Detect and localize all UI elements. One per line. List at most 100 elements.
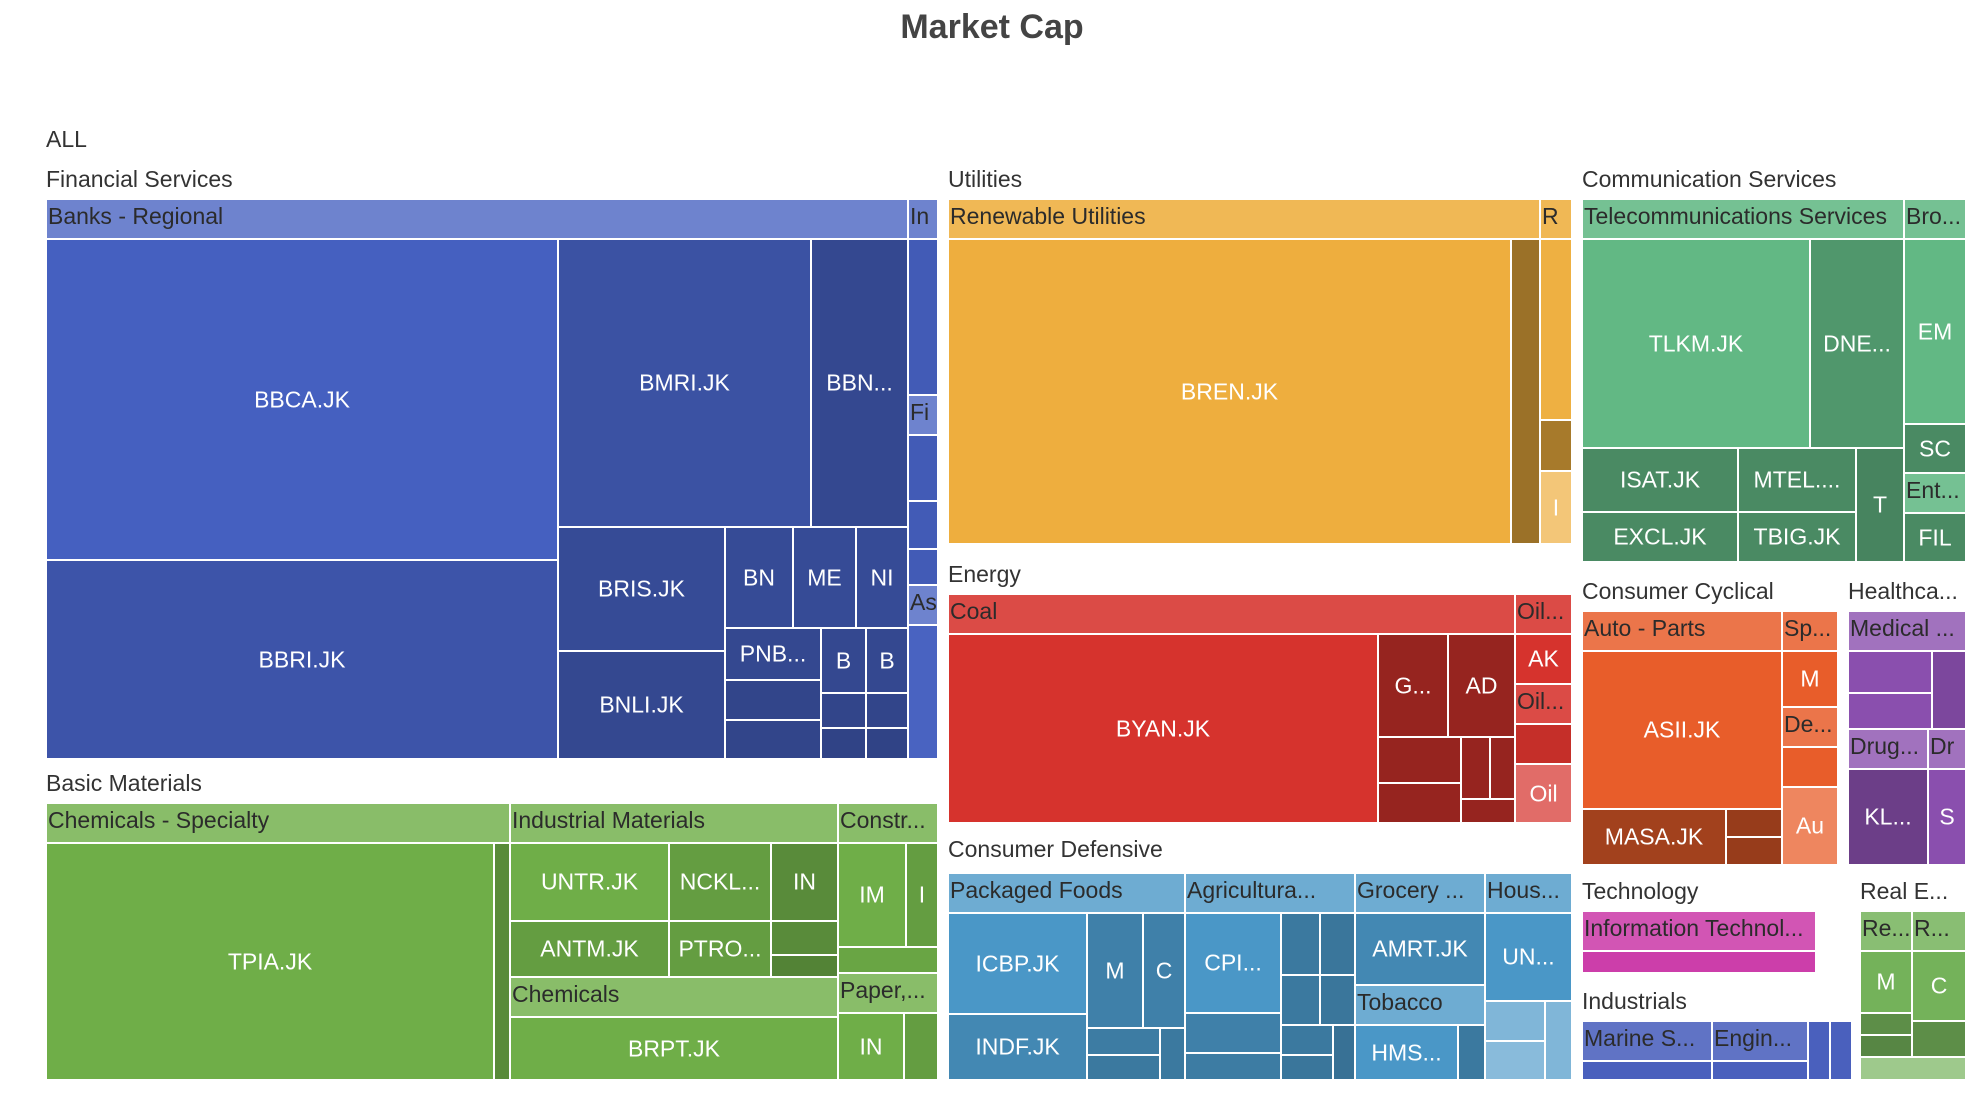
treemap-tile[interactable]: NI	[856, 527, 908, 628]
treemap-tile[interactable]: AK	[1515, 634, 1572, 684]
treemap-tile[interactable]	[1782, 747, 1838, 787]
industry-header[interactable]: Re...	[1860, 911, 1912, 951]
treemap-tile[interactable]	[1087, 1055, 1160, 1080]
treemap-tile[interactable]	[866, 728, 908, 759]
treemap-tile[interactable]	[1848, 693, 1932, 729]
industry-header[interactable]: Tobacco	[1355, 985, 1485, 1025]
treemap-tile[interactable]: IN	[838, 1013, 904, 1080]
treemap-tile[interactable]: I	[906, 843, 938, 947]
treemap-tile[interactable]: B	[821, 628, 866, 693]
treemap-tile[interactable]	[1281, 913, 1320, 975]
treemap-tile[interactable]: G...	[1378, 634, 1448, 737]
treemap-tile[interactable]	[1726, 809, 1782, 837]
treemap-tile[interactable]: EXCL.JK	[1582, 512, 1738, 562]
industry-header[interactable]: Coal	[948, 594, 1515, 634]
treemap-tile[interactable]: ANTM.JK	[510, 921, 669, 977]
treemap-tile[interactable]: MTEL....	[1738, 448, 1856, 512]
treemap-tile[interactable]	[838, 947, 938, 973]
treemap-tile[interactable]	[1582, 951, 1816, 973]
treemap-tile[interactable]: IN	[771, 843, 838, 921]
treemap-tile[interactable]	[1830, 1021, 1852, 1080]
treemap-tile[interactable]: M	[1860, 951, 1912, 1013]
industry-header[interactable]: R...	[1912, 911, 1966, 951]
industry-header[interactable]: Banks - Regional	[46, 199, 908, 239]
industry-header[interactable]: Ent...	[1904, 473, 1966, 513]
treemap-tile[interactable]: ME	[793, 527, 856, 628]
treemap-tile[interactable]	[1545, 1001, 1572, 1080]
treemap-tile[interactable]	[1160, 1028, 1185, 1080]
treemap-tile[interactable]	[1333, 1025, 1355, 1080]
treemap-tile[interactable]: B	[866, 628, 908, 693]
treemap-tile[interactable]: I	[1540, 471, 1572, 544]
treemap-tile[interactable]: M	[1782, 651, 1838, 707]
treemap-tile[interactable]	[1320, 913, 1355, 975]
industry-header[interactable]: Oil...	[1515, 594, 1572, 634]
treemap-tile[interactable]	[1912, 1021, 1966, 1057]
treemap-tile[interactable]	[725, 680, 821, 720]
treemap-tile[interactable]	[908, 435, 938, 501]
treemap-tile[interactable]: UNTR.JK	[510, 843, 669, 921]
treemap-tile[interactable]	[1540, 420, 1572, 471]
industry-header[interactable]: Drug...	[1848, 729, 1928, 769]
treemap-tile[interactable]: PNB...	[725, 628, 821, 680]
treemap-tile[interactable]	[821, 728, 866, 759]
industry-header[interactable]: Medical ...	[1848, 611, 1966, 651]
industry-header[interactable]: Information Technol...	[1582, 911, 1816, 951]
treemap-tile[interactable]	[908, 549, 938, 585]
treemap-tile[interactable]	[771, 921, 838, 955]
treemap-tile[interactable]	[1932, 651, 1966, 729]
treemap-tile[interactable]: EM	[1904, 239, 1966, 424]
treemap-tile[interactable]	[1458, 1025, 1485, 1080]
treemap-tile[interactable]	[1281, 975, 1320, 1025]
industry-header[interactable]: Telecommunications Services	[1582, 199, 1904, 239]
industry-header[interactable]: Constr...	[838, 803, 938, 843]
treemap-tile[interactable]	[1860, 1035, 1912, 1057]
treemap-tile[interactable]	[866, 693, 908, 728]
treemap-tile[interactable]	[908, 501, 938, 549]
treemap-tile[interactable]: Oil	[1515, 764, 1572, 823]
treemap-tile[interactable]: S	[1928, 769, 1966, 865]
treemap-tile[interactable]: ICBP.JK	[948, 913, 1087, 1014]
treemap-tile[interactable]: BRIS.JK	[558, 527, 725, 651]
treemap-tile[interactable]: MASA.JK	[1582, 809, 1726, 865]
treemap-tile[interactable]: UN...	[1485, 913, 1572, 1001]
treemap-tile[interactable]	[1490, 737, 1515, 799]
treemap-tile[interactable]	[1860, 1013, 1912, 1035]
industry-header[interactable]: Dr	[1928, 729, 1966, 769]
treemap-tile[interactable]	[1485, 1041, 1545, 1080]
treemap-tile[interactable]: PTRO...	[669, 921, 771, 977]
treemap-tile[interactable]: ISAT.JK	[1582, 448, 1738, 512]
treemap-tile[interactable]	[725, 720, 821, 759]
treemap-tile[interactable]	[1582, 1061, 1712, 1080]
treemap-tile[interactable]: T	[1856, 448, 1904, 562]
industry-header[interactable]: Chemicals	[510, 977, 838, 1017]
treemap-tile[interactable]: BRPT.JK	[510, 1017, 838, 1080]
treemap-tile[interactable]	[1511, 239, 1540, 544]
treemap-tile[interactable]: AMRT.JK	[1355, 913, 1485, 985]
treemap-tile[interactable]: Au	[1782, 787, 1838, 865]
treemap-tile[interactable]	[1848, 651, 1932, 693]
treemap-tile[interactable]: BNLI.JK	[558, 651, 725, 759]
industry-header[interactable]: Industrial Materials	[510, 803, 838, 843]
treemap-tile[interactable]: M	[1087, 913, 1143, 1028]
industry-header[interactable]: De...	[1782, 707, 1838, 747]
treemap-tile[interactable]: NCKL...	[669, 843, 771, 921]
treemap-tile[interactable]	[1515, 724, 1572, 764]
treemap-tile[interactable]: CPI...	[1185, 913, 1281, 1013]
treemap-tile[interactable]: BBN...	[811, 239, 908, 527]
treemap-tile[interactable]: TLKM.JK	[1582, 239, 1810, 448]
treemap-tile[interactable]: TPIA.JK	[46, 843, 494, 1080]
treemap-tile[interactable]	[1281, 1055, 1333, 1080]
industry-header[interactable]: Paper,...	[838, 973, 938, 1013]
treemap-tile[interactable]: KL...	[1848, 769, 1928, 865]
treemap-tile[interactable]	[1461, 799, 1515, 823]
treemap-tile[interactable]: SC	[1904, 424, 1966, 473]
treemap-tile[interactable]: BMRI.JK	[558, 239, 811, 527]
treemap-tile[interactable]: TBIG.JK	[1738, 512, 1856, 562]
industry-header[interactable]: Marine S...	[1582, 1021, 1712, 1061]
treemap-tile[interactable]	[1378, 783, 1461, 823]
treemap-tile[interactable]: HMS...	[1355, 1025, 1458, 1080]
treemap-tile[interactable]: IM	[838, 843, 906, 947]
industry-header[interactable]: Fi	[908, 395, 938, 435]
treemap-tile[interactable]	[1461, 737, 1490, 799]
